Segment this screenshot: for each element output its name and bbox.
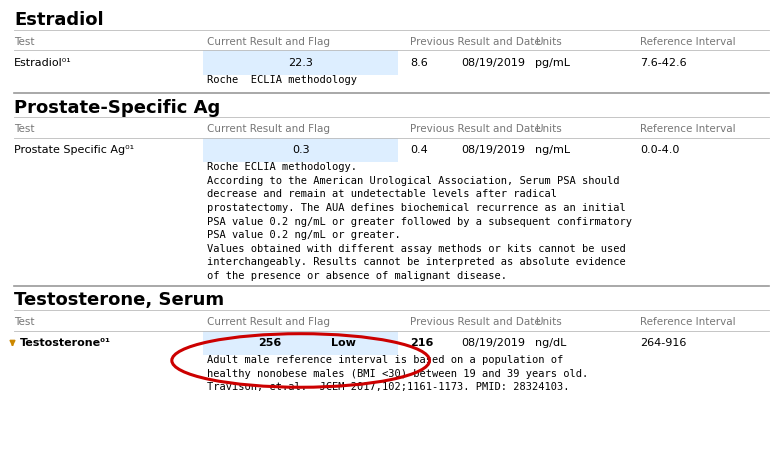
Text: Estradiol: Estradiol	[14, 11, 104, 30]
Text: Low: Low	[331, 338, 356, 348]
Text: Current Result and Flag: Current Result and Flag	[207, 124, 330, 134]
Text: 256: 256	[258, 338, 281, 348]
Text: Previous Result and Date: Previous Result and Date	[410, 37, 540, 47]
Text: Travison, et.al.  JCEM 2017,102;1161-1173. PMID: 28324103.: Travison, et.al. JCEM 2017,102;1161-1173…	[207, 382, 569, 392]
Text: of the presence or absence of malignant disease.: of the presence or absence of malignant …	[207, 271, 507, 281]
Text: Values obtained with different assay methods or kits cannot be used: Values obtained with different assay met…	[207, 244, 626, 254]
Text: Reference Interval: Reference Interval	[640, 124, 736, 134]
Text: Test: Test	[14, 124, 34, 134]
Text: 7.6-42.6: 7.6-42.6	[640, 58, 687, 68]
Text: Roche ECLIA methodology.: Roche ECLIA methodology.	[207, 162, 357, 172]
Text: 08/19/2019: 08/19/2019	[461, 58, 525, 68]
Text: According to the American Urological Association, Serum PSA should: According to the American Urological Ass…	[207, 176, 619, 186]
Text: Estradiol⁰¹: Estradiol⁰¹	[14, 58, 72, 68]
Text: Current Result and Flag: Current Result and Flag	[207, 37, 330, 47]
Text: 0.0-4.0: 0.0-4.0	[640, 145, 679, 155]
Text: 216: 216	[410, 338, 433, 348]
Text: ng/mL: ng/mL	[535, 145, 570, 155]
Text: Units: Units	[535, 124, 562, 134]
FancyBboxPatch shape	[203, 331, 398, 355]
FancyBboxPatch shape	[203, 138, 398, 162]
Text: Current Result and Flag: Current Result and Flag	[207, 317, 330, 327]
Text: Units: Units	[535, 317, 562, 327]
Text: 08/19/2019: 08/19/2019	[461, 338, 525, 348]
Text: 22.3: 22.3	[288, 58, 313, 68]
Text: Prostate-Specific Ag: Prostate-Specific Ag	[14, 99, 220, 117]
Text: Units: Units	[535, 37, 562, 47]
Text: Test: Test	[14, 37, 34, 47]
Text: 0.4: 0.4	[410, 145, 428, 155]
Text: 8.6: 8.6	[410, 58, 428, 68]
Text: 264-916: 264-916	[640, 338, 686, 348]
Text: Reference Interval: Reference Interval	[640, 37, 736, 47]
Text: pg/mL: pg/mL	[535, 58, 570, 68]
Text: Previous Result and Date: Previous Result and Date	[410, 124, 540, 134]
Text: Testosterone⁰¹: Testosterone⁰¹	[20, 338, 112, 348]
Text: interchangeably. Results cannot be interpreted as absolute evidence: interchangeably. Results cannot be inter…	[207, 257, 626, 267]
FancyBboxPatch shape	[203, 50, 398, 75]
Text: healthy nonobese males (BMI <30) between 19 and 39 years old.: healthy nonobese males (BMI <30) between…	[207, 369, 588, 379]
Text: prostatectomy. The AUA defines biochemical recurrence as an initial: prostatectomy. The AUA defines biochemic…	[207, 203, 626, 213]
Text: decrease and remain at undetectable levels after radical: decrease and remain at undetectable leve…	[207, 189, 557, 199]
Text: Testosterone, Serum: Testosterone, Serum	[14, 291, 224, 310]
Text: 08/19/2019: 08/19/2019	[461, 145, 525, 155]
Text: Reference Interval: Reference Interval	[640, 317, 736, 327]
Text: Roche  ECLIA methodology: Roche ECLIA methodology	[207, 75, 357, 85]
Text: Adult male reference interval is based on a population of: Adult male reference interval is based o…	[207, 355, 563, 365]
Text: PSA value 0.2 ng/mL or greater followed by a subsequent confirmatory: PSA value 0.2 ng/mL or greater followed …	[207, 217, 632, 227]
Text: 0.3: 0.3	[292, 145, 309, 155]
Text: PSA value 0.2 ng/mL or greater.: PSA value 0.2 ng/mL or greater.	[207, 230, 401, 240]
Text: Test: Test	[14, 317, 34, 327]
Text: Previous Result and Date: Previous Result and Date	[410, 317, 540, 327]
Text: Prostate Specific Ag⁰¹: Prostate Specific Ag⁰¹	[14, 145, 134, 155]
Text: ng/dL: ng/dL	[535, 338, 566, 348]
